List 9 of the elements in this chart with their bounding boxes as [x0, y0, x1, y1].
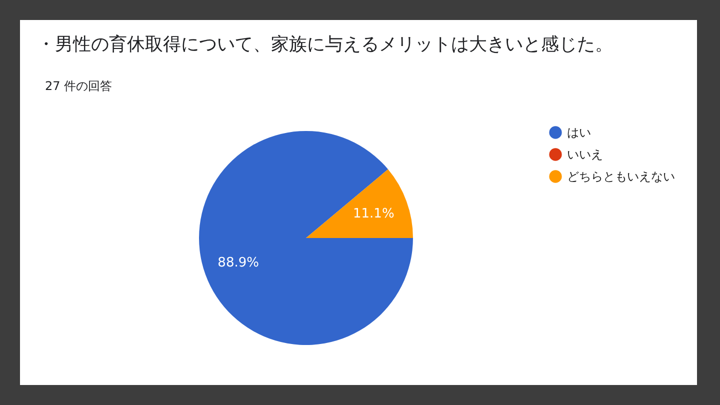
- pie-slice: [199, 131, 413, 345]
- data-label: 88.9%: [218, 256, 259, 271]
- legend-label: はい: [567, 126, 591, 140]
- data-label: 11.1%: [353, 206, 394, 222]
- legend-label: どちらともいえない: [567, 170, 675, 184]
- text: 27 件の回答: [45, 78, 112, 95]
- chart-title: ・男性の育休取得について、家族に与えるメリットは大きいと感じた。: [37, 33, 613, 56]
- legend-label: いいえ: [567, 148, 603, 162]
- pie-slice: [306, 169, 413, 238]
